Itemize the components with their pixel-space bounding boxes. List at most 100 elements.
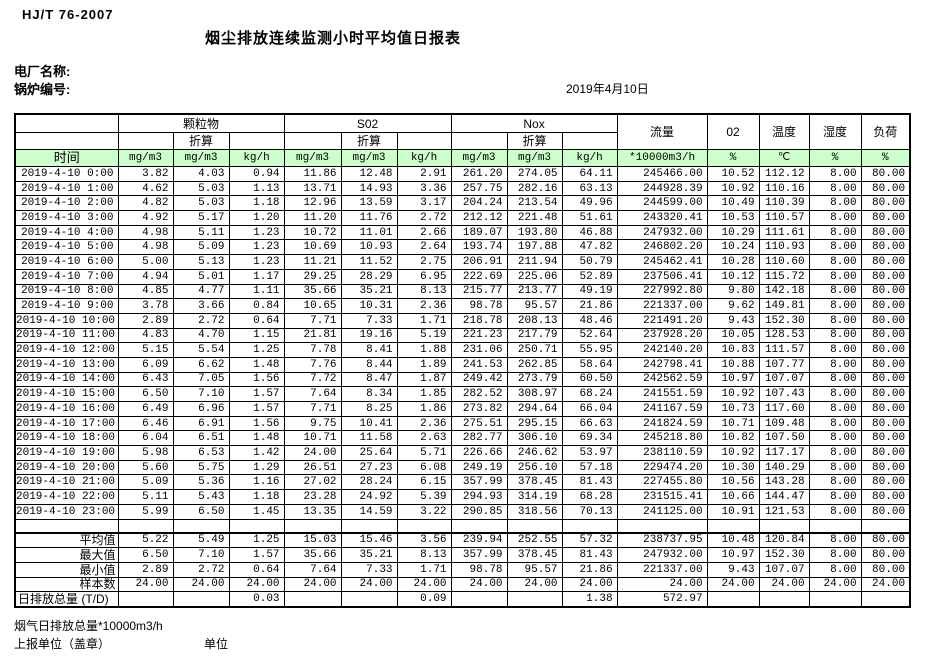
value-cell: 15.03 bbox=[283, 531, 342, 549]
value-cell: 238737.95 bbox=[616, 531, 708, 549]
value-cell: 244928.39 bbox=[616, 180, 708, 197]
value-cell: 10.97 bbox=[706, 371, 760, 388]
value-cell: 8.00 bbox=[808, 356, 862, 373]
page-title: 烟尘排放连续监测小时平均值日报表 bbox=[205, 30, 462, 47]
converted-label-nox: 折算 bbox=[506, 132, 563, 150]
value-cell: 10.30 bbox=[706, 459, 760, 476]
value-cell: 2.63 bbox=[396, 430, 452, 447]
table-row: 2019-4-10 16:00 6.49 6.96 1.57 7.71 8.25 1.86 2… bbox=[14, 401, 911, 417]
value-cell: 211.94 bbox=[506, 254, 563, 270]
value-cell: 6.15 bbox=[396, 474, 452, 491]
value-cell: 10.97 bbox=[706, 547, 760, 563]
blank-cell bbox=[117, 132, 174, 150]
value-cell: 24.00 bbox=[340, 576, 398, 593]
value-cell: 8.44 bbox=[340, 356, 398, 373]
value-cell: 24.92 bbox=[340, 489, 398, 505]
value-cell: 80.00 bbox=[860, 224, 911, 241]
value-cell: 10.66 bbox=[706, 489, 760, 505]
value-cell bbox=[396, 518, 452, 533]
value-cell: 10.71 bbox=[706, 415, 760, 432]
table-header: 颗粒物 S02 Nox 流量 02 温度 湿度 负荷 折算 折算 折算 时间 m… bbox=[14, 113, 911, 167]
value-cell: 24.00 bbox=[117, 576, 174, 593]
value-cell: 1.25 bbox=[228, 531, 285, 549]
value-cell: 144.47 bbox=[758, 489, 810, 505]
value-cell: 231515.41 bbox=[616, 489, 708, 505]
value-cell: 11.58 bbox=[340, 430, 398, 447]
table-row: 2019-4-10 12:00 5.15 5.54 1.25 7.78 8.41 1.88 2… bbox=[14, 342, 911, 358]
unit-cell: mg/m3 bbox=[117, 149, 174, 167]
value-cell: 1.18 bbox=[228, 195, 285, 212]
value-cell: 1.25 bbox=[228, 342, 285, 358]
value-cell: 107.43 bbox=[758, 386, 810, 402]
table-row: 2019-4-10 19:00 5.98 6.53 1.42 24.00 25.64 5.7… bbox=[14, 445, 911, 461]
row-label-cell: 2019-4-10 16:00 bbox=[14, 401, 119, 417]
value-cell: 1.57 bbox=[228, 401, 285, 417]
value-cell: 10.48 bbox=[706, 531, 760, 549]
value-cell: 24.00 bbox=[283, 576, 342, 593]
value-cell: 215.77 bbox=[450, 283, 508, 300]
value-cell: 8.00 bbox=[808, 210, 862, 226]
row-label-cell: 2019-4-10 23:00 bbox=[14, 503, 119, 520]
value-cell: 238110.59 bbox=[616, 445, 708, 461]
value-cell: 6.43 bbox=[117, 371, 174, 388]
standard-number-label: HJ/T 76-2007 bbox=[22, 7, 114, 22]
value-cell: 0.03 bbox=[228, 591, 285, 608]
value-cell: 6.91 bbox=[172, 415, 230, 432]
value-cell: 11.86 bbox=[283, 166, 342, 182]
value-cell: 2.36 bbox=[396, 298, 452, 314]
value-cell: 4.82 bbox=[117, 195, 174, 212]
value-cell: 0.64 bbox=[228, 561, 285, 578]
value-cell: 8.00 bbox=[808, 459, 862, 476]
table-row: 2019-4-10 20:00 5.60 5.75 1.29 26.51 27.23 6.0… bbox=[14, 459, 911, 476]
value-cell: 246802.20 bbox=[616, 239, 708, 256]
value-cell: 308.97 bbox=[506, 386, 563, 402]
value-cell bbox=[506, 518, 563, 533]
value-cell: 142.18 bbox=[758, 283, 810, 300]
value-cell: 80.00 bbox=[860, 386, 911, 402]
value-cell: 80.00 bbox=[860, 180, 911, 197]
value-cell: 115.72 bbox=[758, 268, 810, 285]
row-label-cell: 2019-4-10 17:00 bbox=[14, 415, 119, 432]
value-cell: 8.00 bbox=[808, 547, 862, 563]
row-label-cell: 2019-4-10 14:00 bbox=[14, 371, 119, 388]
value-cell: 24.00 bbox=[616, 576, 708, 593]
value-cell: 80.00 bbox=[860, 210, 911, 226]
value-cell: 239.94 bbox=[450, 531, 508, 549]
value-cell: 80.00 bbox=[860, 445, 911, 461]
value-cell: 28.29 bbox=[340, 268, 398, 285]
unit-cell: kg/h bbox=[561, 149, 618, 167]
value-cell: 8.00 bbox=[808, 312, 862, 329]
value-cell: 221337.00 bbox=[616, 561, 708, 578]
value-cell: 110.39 bbox=[758, 195, 810, 212]
row-label-cell: 2019-4-10 4:00 bbox=[14, 224, 119, 241]
value-cell: 149.81 bbox=[758, 298, 810, 314]
value-cell: 98.78 bbox=[450, 561, 508, 578]
value-cell: 35.21 bbox=[340, 283, 398, 300]
value-cell: 52.89 bbox=[561, 268, 618, 285]
value-cell bbox=[506, 591, 563, 608]
value-cell: 10.88 bbox=[706, 356, 760, 373]
value-cell: 6.51 bbox=[172, 430, 230, 447]
value-cell: 378.45 bbox=[506, 547, 563, 563]
value-cell: 25.64 bbox=[340, 445, 398, 461]
value-cell: 221337.00 bbox=[616, 298, 708, 314]
value-cell: 8.00 bbox=[808, 342, 862, 358]
value-cell: 3.22 bbox=[396, 503, 452, 520]
value-cell: 35.66 bbox=[283, 283, 342, 300]
value-cell: 5.75 bbox=[172, 459, 230, 476]
value-cell: 6.53 bbox=[172, 445, 230, 461]
value-cell: 0.84 bbox=[228, 298, 285, 314]
value-cell: 1.20 bbox=[228, 210, 285, 226]
unit-cell: mg/m3 bbox=[172, 149, 230, 167]
value-cell: 5.60 bbox=[117, 459, 174, 476]
value-cell: 110.57 bbox=[758, 210, 810, 226]
value-cell: 7.71 bbox=[283, 312, 342, 329]
group-header-so2: S02 bbox=[283, 113, 452, 133]
value-cell: 8.00 bbox=[808, 327, 862, 344]
value-cell: 3.36 bbox=[396, 180, 452, 197]
value-cell: 128.53 bbox=[758, 327, 810, 344]
value-cell: 80.00 bbox=[860, 489, 911, 505]
value-cell: 5.54 bbox=[172, 342, 230, 358]
value-cell: 8.00 bbox=[808, 268, 862, 285]
value-cell: 10.29 bbox=[706, 224, 760, 241]
